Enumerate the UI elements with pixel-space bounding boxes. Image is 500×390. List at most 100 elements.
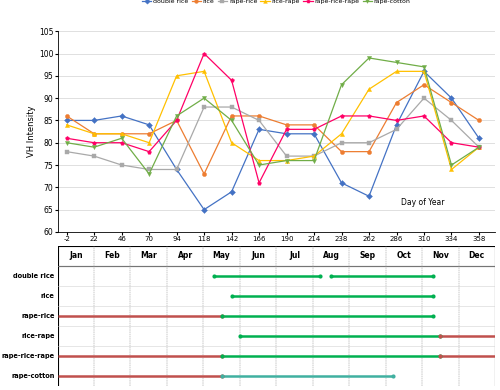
rape-rice (366, 140, 372, 145)
Text: double rice: double rice (14, 273, 54, 279)
rice (394, 100, 400, 105)
rape-cotton (118, 136, 124, 141)
rice (421, 82, 427, 87)
rape-rice (146, 167, 152, 172)
rape-rice (476, 145, 482, 149)
rape-rice-rape (394, 118, 400, 123)
rice (201, 172, 207, 176)
rape-rice (338, 140, 344, 145)
rice-rape (284, 158, 290, 163)
rice-rape (311, 154, 317, 158)
double rice (228, 190, 234, 194)
Text: Feb: Feb (104, 251, 120, 260)
rice (118, 131, 124, 136)
rice (311, 122, 317, 127)
rape-rice-rape (366, 113, 372, 118)
rice-rape (366, 87, 372, 92)
rape-rice-rape (284, 127, 290, 132)
Text: rape-cotton: rape-cotton (11, 373, 54, 379)
rice (366, 149, 372, 154)
Line: rice-rape: rice-rape (64, 69, 481, 172)
rape-rice (91, 154, 97, 158)
rape-cotton (256, 163, 262, 167)
rape-rice-rape (421, 113, 427, 118)
double rice (64, 118, 70, 123)
rice-rape (118, 131, 124, 136)
rice (64, 113, 70, 118)
rape-cotton (174, 113, 180, 118)
rape-rice (228, 105, 234, 109)
rice-rape (174, 73, 180, 78)
Text: rice: rice (40, 293, 54, 299)
Text: rice-rape: rice-rape (21, 333, 54, 339)
Line: rape-rice-rape: rape-rice-rape (64, 51, 481, 185)
Line: double rice: double rice (64, 69, 481, 212)
Legend: double rice, rice, rape-rice, rice-rape, rape-rice-rape, rape-cotton: double rice, rice, rape-rice, rice-rape,… (142, 0, 411, 5)
double rice (448, 96, 454, 101)
rice-rape (394, 69, 400, 74)
rice (256, 113, 262, 118)
rice (228, 113, 234, 118)
rape-rice (256, 118, 262, 123)
rape-rice (394, 127, 400, 132)
rape-cotton (64, 140, 70, 145)
rape-rice (448, 118, 454, 123)
rape-cotton (201, 96, 207, 101)
rape-cotton (476, 145, 482, 149)
Text: Nov: Nov (432, 251, 448, 260)
rape-cotton (394, 60, 400, 65)
rape-rice-rape (338, 113, 344, 118)
rice-rape (201, 69, 207, 74)
rape-rice-rape (228, 78, 234, 83)
Text: Dec: Dec (468, 251, 485, 260)
rice-rape (338, 131, 344, 136)
rice-rape (91, 131, 97, 136)
Text: May: May (212, 251, 230, 260)
rice-rape (228, 140, 234, 145)
double rice (174, 167, 180, 172)
rape-cotton (146, 172, 152, 176)
rape-cotton (91, 145, 97, 149)
rape-rice (421, 96, 427, 101)
Text: Mar: Mar (140, 251, 157, 260)
rape-rice-rape (174, 118, 180, 123)
Text: Jun: Jun (251, 251, 265, 260)
rape-cotton (284, 158, 290, 163)
Line: rape-cotton: rape-cotton (64, 56, 481, 176)
rape-rice (174, 167, 180, 172)
rape-rice-rape (146, 149, 152, 154)
rape-cotton (311, 158, 317, 163)
rape-cotton (338, 82, 344, 87)
rape-cotton (448, 163, 454, 167)
rice (476, 118, 482, 123)
double rice (338, 181, 344, 185)
rape-rice (64, 149, 70, 154)
rape-cotton (421, 65, 427, 69)
Text: Jul: Jul (289, 251, 300, 260)
rice (338, 149, 344, 154)
rice-rape (146, 140, 152, 145)
rape-rice-rape (91, 140, 97, 145)
double rice (256, 127, 262, 132)
rape-cotton (366, 56, 372, 60)
double rice (146, 122, 152, 127)
rice (284, 122, 290, 127)
double rice (118, 113, 124, 118)
Text: Day of Year: Day of Year (401, 199, 444, 207)
Text: Oct: Oct (396, 251, 411, 260)
double rice (476, 136, 482, 141)
Text: Jan: Jan (69, 251, 82, 260)
Text: rape-rice: rape-rice (21, 313, 54, 319)
rape-rice-rape (201, 51, 207, 56)
rape-rice-rape (64, 136, 70, 141)
Line: rice: rice (64, 83, 481, 176)
rape-rice-rape (311, 127, 317, 132)
rice-rape (256, 158, 262, 163)
rape-cotton (228, 118, 234, 123)
Line: rape-rice: rape-rice (64, 96, 481, 172)
rape-rice (284, 154, 290, 158)
rice-rape (476, 145, 482, 149)
double rice (394, 122, 400, 127)
rape-rice (118, 163, 124, 167)
rice (174, 118, 180, 123)
